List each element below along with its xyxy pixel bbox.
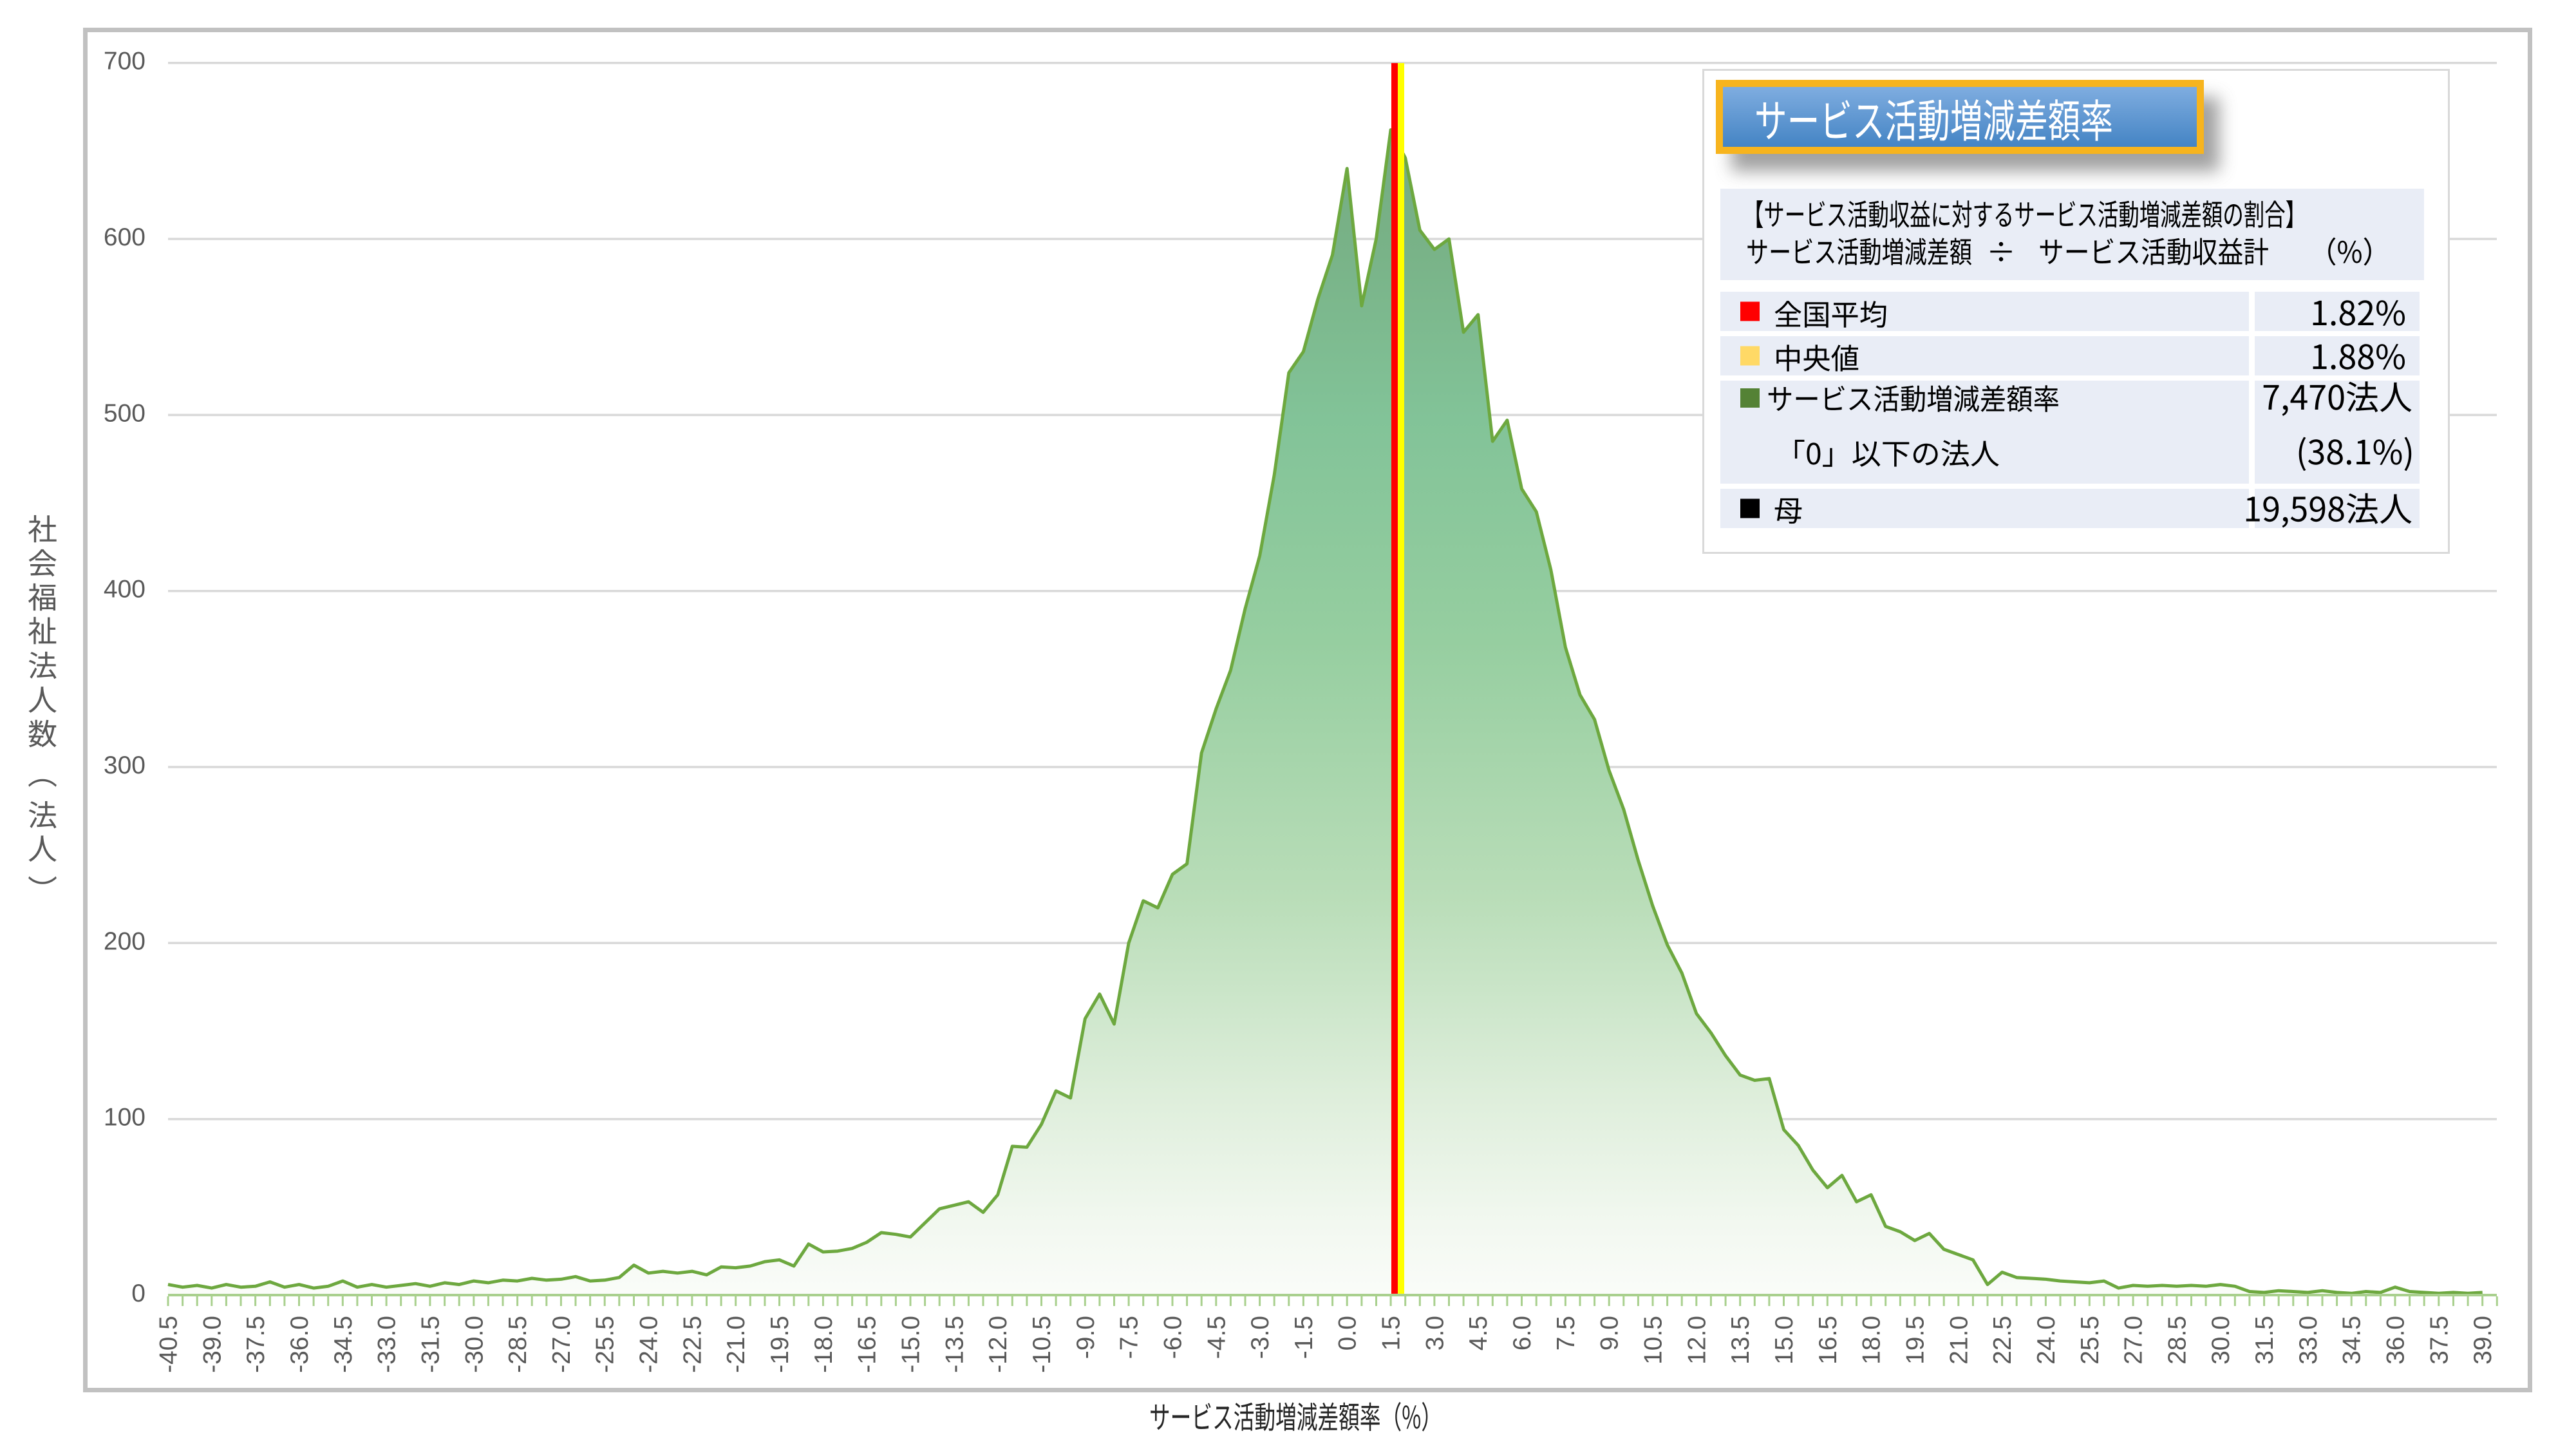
svg-text:1.5: 1.5 (1378, 1316, 1406, 1350)
svg-text:33.0: 33.0 (2295, 1316, 2322, 1365)
svg-text:200: 200 (104, 927, 146, 955)
svg-text:600: 600 (104, 223, 146, 251)
svg-text:-3.0: -3.0 (1246, 1316, 1274, 1359)
svg-text:-10.5: -10.5 (1028, 1316, 1056, 1373)
svg-text:0: 0 (131, 1280, 146, 1307)
svg-text:500: 500 (104, 399, 146, 427)
svg-text:39.0: 39.0 (2469, 1316, 2497, 1365)
svg-text:36.0: 36.0 (2382, 1316, 2410, 1365)
svg-text:-27.0: -27.0 (548, 1316, 576, 1373)
svg-text:-34.5: -34.5 (330, 1316, 357, 1373)
svg-text:-13.5: -13.5 (941, 1316, 968, 1373)
svg-text:6.0: 6.0 (1509, 1316, 1536, 1350)
svg-text:300: 300 (104, 752, 146, 779)
svg-text:18.0: 18.0 (1858, 1316, 1886, 1365)
svg-text:-40.5: -40.5 (155, 1316, 183, 1373)
svg-text:22.5: 22.5 (1989, 1316, 2017, 1365)
svg-text:27.0: 27.0 (2120, 1316, 2148, 1365)
svg-text:0.0: 0.0 (1334, 1316, 1362, 1350)
svg-text:24.0: 24.0 (2033, 1316, 2060, 1365)
svg-text:400: 400 (104, 576, 146, 603)
svg-text:25.5: 25.5 (2076, 1316, 2104, 1365)
svg-text:-21.0: -21.0 (722, 1316, 750, 1373)
svg-text:-28.5: -28.5 (504, 1316, 532, 1373)
svg-text:31.5: 31.5 (2251, 1316, 2279, 1365)
svg-text:-39.0: -39.0 (198, 1316, 226, 1373)
svg-text:-18.0: -18.0 (810, 1316, 838, 1373)
svg-text:-24.0: -24.0 (635, 1316, 663, 1373)
svg-text:-25.5: -25.5 (592, 1316, 619, 1373)
svg-text:13.5: 13.5 (1727, 1316, 1754, 1365)
svg-text:-7.5: -7.5 (1116, 1316, 1143, 1359)
svg-text:-9.0: -9.0 (1072, 1316, 1100, 1359)
svg-text:9.0: 9.0 (1596, 1316, 1624, 1350)
svg-text:34.5: 34.5 (2338, 1316, 2366, 1365)
svg-text:16.5: 16.5 (1814, 1316, 1842, 1365)
svg-text:19.5: 19.5 (1902, 1316, 1930, 1365)
svg-text:7.5: 7.5 (1552, 1316, 1580, 1350)
svg-text:21.0: 21.0 (1945, 1316, 1973, 1365)
svg-text:-33.0: -33.0 (373, 1316, 401, 1373)
svg-text:-6.0: -6.0 (1160, 1316, 1187, 1359)
svg-text:-16.5: -16.5 (854, 1316, 881, 1373)
svg-text:3.0: 3.0 (1421, 1316, 1449, 1350)
svg-text:-19.5: -19.5 (766, 1316, 794, 1373)
svg-text:30.0: 30.0 (2207, 1316, 2235, 1365)
svg-text:28.5: 28.5 (2163, 1316, 2191, 1365)
svg-text:-1.5: -1.5 (1290, 1316, 1318, 1359)
svg-text:-37.5: -37.5 (242, 1316, 270, 1373)
svg-text:-15.0: -15.0 (898, 1316, 925, 1373)
svg-text:-30.0: -30.0 (460, 1316, 488, 1373)
svg-text:-4.5: -4.5 (1203, 1316, 1230, 1359)
svg-text:10.5: 10.5 (1640, 1316, 1668, 1365)
svg-text:-12.0: -12.0 (984, 1316, 1012, 1373)
svg-text:-22.5: -22.5 (679, 1316, 706, 1373)
svg-text:-36.0: -36.0 (286, 1316, 314, 1373)
svg-text:4.5: 4.5 (1465, 1316, 1492, 1350)
svg-text:700: 700 (104, 48, 146, 75)
svg-text:37.5: 37.5 (2425, 1316, 2453, 1365)
svg-text:100: 100 (104, 1104, 146, 1132)
svg-text:-31.5: -31.5 (417, 1316, 444, 1373)
svg-text:12.0: 12.0 (1683, 1316, 1711, 1365)
svg-text:15.0: 15.0 (1771, 1316, 1798, 1365)
